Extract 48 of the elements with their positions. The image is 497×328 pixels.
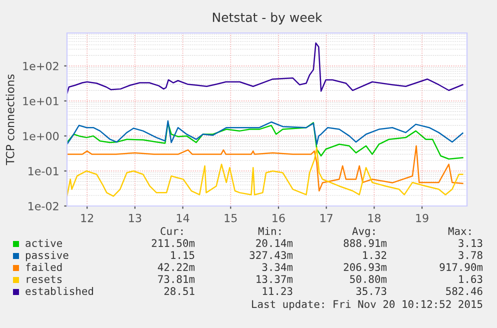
text: 35.73 [356,287,386,296]
x-tick-label: 13 [129,214,142,222]
text: 42.22m [158,263,195,271]
x-tick-label: 12 [81,214,94,222]
line-series [67,42,464,94]
text: 917.90m [440,263,483,272]
text: 211.50m [152,239,195,248]
x-tick-label: 18 [368,214,380,222]
text: 1.63 [459,275,482,284]
text: 582.46 [446,287,482,296]
text: 1.15 [171,251,194,260]
x-tick-label: 17 [320,214,332,222]
text: 50.80m [350,275,387,284]
legend-label: active [26,238,62,248]
text: 888.91m [344,239,387,248]
text: 13.37m [256,275,293,284]
text: Cur: [160,227,183,236]
legend-label: passive [26,250,68,262]
text: 3.78 [458,251,482,260]
line-series [67,120,464,145]
y-tick-label: 1e-01 [28,166,58,176]
legend-label: failed [26,262,62,272]
text: 206.93m [344,263,387,272]
y-tick-label: 1e+01 [23,96,58,106]
text: 327.43m [250,251,293,260]
text: Last update: Fri Nov 20 10:12:52 2015 [252,300,482,310]
text: 3.13 [458,239,482,248]
y-axis-title: TCP connections [6,74,14,166]
text: 20.14m [256,239,293,248]
text: Min: [258,226,281,235]
x-tick-label: 15 [224,214,237,222]
legend-label: established [26,286,94,296]
x-tick-label: 14 [176,214,190,222]
line-series [67,122,464,160]
text: 11.23 [262,287,292,296]
text: 1.32 [363,251,386,260]
chart-title: Netstat - by week [212,12,322,24]
text: 28.51 [164,287,194,296]
text: 3.34m [262,263,293,272]
text: Max: [448,227,471,236]
x-tick-label: 19 [416,214,428,222]
x-tick-label: 16 [272,214,285,222]
y-tick-label: 1e+00 [23,132,59,140]
text: Avg: [352,227,375,238]
legend-label: resets [26,276,62,284]
y-tick-label: 1e-02 [28,202,58,210]
text: 73.81m [158,275,195,284]
y-tick-label: 1e+02 [23,62,58,70]
